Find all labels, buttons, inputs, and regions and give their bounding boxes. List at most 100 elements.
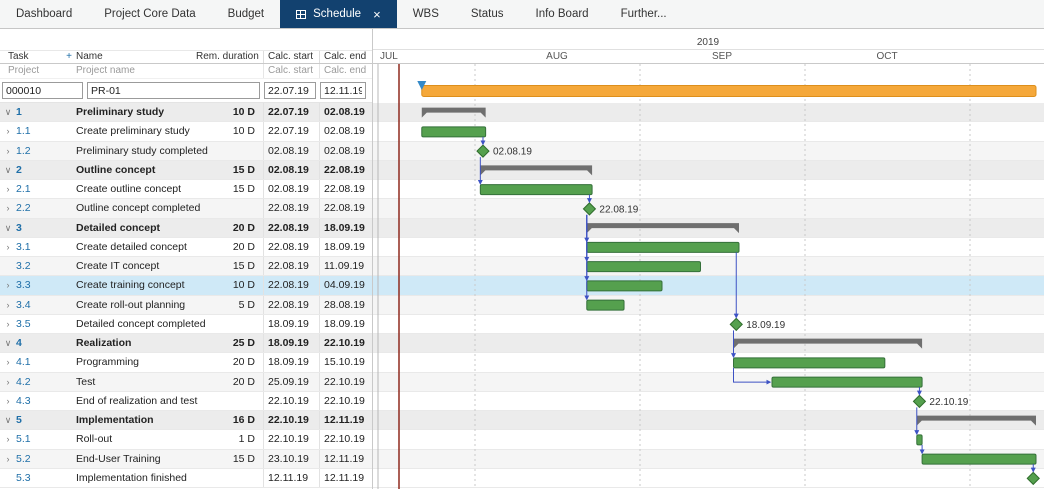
- expand-chevron-icon[interactable]: ›: [6, 453, 10, 464]
- task-bar-3-2[interactable]: [586, 261, 702, 273]
- task-row-4-3[interactable]: › 4.3 End of realization and test 22.10.19 2…: [0, 391, 1044, 411]
- task-bar-3-3[interactable]: [586, 280, 663, 292]
- task-bar-5-2[interactable]: [921, 453, 1037, 465]
- task-row-5[interactable]: ∨ 5 Implementation 16 D 22.10.19 12.11.19: [0, 411, 1044, 431]
- task-number[interactable]: 3.2: [16, 260, 31, 272]
- expand-chevron-icon[interactable]: ›: [6, 145, 10, 156]
- task-row-3-2[interactable]: 3.2 Create IT concept 15 D 22.08.19 11.09.19: [0, 257, 1044, 277]
- task-number[interactable]: 3.1: [16, 240, 31, 253]
- column-header-calc-start[interactable]: Calc. start: [263, 51, 319, 63]
- project-end-input[interactable]: [320, 82, 366, 99]
- task-number[interactable]: 4.2: [16, 375, 31, 388]
- project-start-marker-icon[interactable]: [417, 81, 427, 90]
- close-tab-icon[interactable]: ×: [373, 6, 381, 22]
- project-bar[interactable]: [421, 85, 1037, 97]
- add-column-button[interactable]: +: [66, 51, 72, 62]
- task-duration: 15 D: [232, 260, 255, 272]
- subheader-project: Project: [8, 65, 40, 76]
- task-calc-start: 18.09.19: [263, 334, 319, 353]
- expand-chevron-icon[interactable]: ›: [6, 357, 10, 368]
- collapse-chevron-icon[interactable]: ∨: [4, 338, 12, 348]
- task-row-1[interactable]: ∨ 1 Preliminary study 10 D 22.07.19 02.08.19: [0, 103, 1044, 123]
- milestone-4-3[interactable]: [912, 394, 927, 409]
- expand-chevron-icon[interactable]: ›: [6, 299, 10, 310]
- task-number[interactable]: 4.3: [16, 394, 31, 407]
- task-number[interactable]: 1.1: [16, 125, 31, 138]
- expand-chevron-icon[interactable]: ›: [6, 126, 10, 137]
- task-number[interactable]: 4: [16, 337, 22, 349]
- project-id-input[interactable]: [2, 82, 83, 99]
- task-row-5-1[interactable]: › 5.1 Roll-out 1 D 22.10.19 22.10.19: [0, 430, 1044, 450]
- task-number[interactable]: 1: [16, 106, 22, 118]
- collapse-chevron-icon[interactable]: ∨: [4, 107, 12, 117]
- task-number[interactable]: 5: [16, 414, 22, 426]
- phase-bar-4[interactable]: [733, 338, 923, 349]
- column-header-name[interactable]: Name: [76, 51, 103, 62]
- expand-chevron-icon[interactable]: ›: [6, 395, 10, 406]
- collapse-chevron-icon[interactable]: ∨: [4, 164, 12, 175]
- expand-chevron-icon[interactable]: ›: [6, 184, 10, 194]
- task-row-3-3[interactable]: › 3.3 Create training concept 10 D 22.08.19 0…: [0, 276, 1044, 296]
- phase-bar-2[interactable]: [480, 165, 593, 176]
- tab-further[interactable]: Further...: [605, 0, 683, 28]
- task-number[interactable]: 5.3: [16, 471, 31, 484]
- task-name: Outline concept: [76, 163, 156, 176]
- expand-chevron-icon[interactable]: ›: [6, 318, 10, 329]
- milestone-1-2[interactable]: [476, 144, 490, 158]
- collapse-chevron-icon[interactable]: ∨: [4, 415, 12, 425]
- expand-chevron-icon[interactable]: ›: [6, 241, 10, 252]
- task-number[interactable]: 2: [16, 163, 22, 176]
- expand-chevron-icon[interactable]: ›: [6, 203, 10, 214]
- expand-chevron-icon[interactable]: ›: [6, 434, 10, 445]
- column-header-calc-end[interactable]: Calc. end: [319, 51, 372, 63]
- task-name: Outline concept completed: [76, 202, 201, 215]
- tab-dashboard[interactable]: Dashboard: [0, 0, 88, 28]
- task-number[interactable]: 2.1: [16, 183, 31, 195]
- task-number[interactable]: 3.3: [16, 279, 31, 292]
- tab-budget[interactable]: Budget: [212, 0, 280, 28]
- tab-schedule[interactable]: Schedule ×: [280, 0, 397, 28]
- task-number[interactable]: 3.4: [16, 298, 31, 311]
- expand-chevron-icon[interactable]: ›: [6, 280, 10, 291]
- collapse-chevron-icon[interactable]: ∨: [4, 222, 12, 233]
- task-row-1-2[interactable]: › 1.2 Preliminary study completed 02.08.19 0…: [0, 141, 1044, 161]
- milestone-3-5[interactable]: [729, 317, 743, 332]
- task-row-1-1[interactable]: › 1.1 Create preliminary study 10 D 22.07.19…: [0, 122, 1044, 142]
- task-number[interactable]: 3: [16, 221, 22, 234]
- project-name-input[interactable]: [87, 82, 260, 99]
- task-row-5-2[interactable]: › 5.2 End-User Training 15 D 23.10.19 12.11.1…: [0, 449, 1044, 469]
- expand-chevron-icon[interactable]: ›: [6, 376, 10, 387]
- phase-bar-1[interactable]: [421, 107, 486, 118]
- tab-status[interactable]: Status: [455, 0, 520, 28]
- project-start-input[interactable]: [264, 82, 316, 99]
- task-bar-3-1[interactable]: [586, 241, 740, 253]
- milestone-5-3[interactable]: [1026, 471, 1040, 486]
- milestone-2-2[interactable]: [582, 202, 597, 216]
- task-row-3-5[interactable]: › 3.5 Detailed concept completed 18.09.19 18…: [0, 314, 1044, 334]
- task-bar-2-1[interactable]: [479, 184, 593, 196]
- column-header-task[interactable]: Task: [8, 51, 29, 62]
- task-number[interactable]: 3.5: [16, 317, 31, 330]
- tab-info-board[interactable]: Info Board: [520, 0, 605, 28]
- tab-wbs[interactable]: WBS: [397, 0, 455, 28]
- task-number[interactable]: 1.2: [16, 144, 31, 157]
- task-bar-4-1[interactable]: [733, 357, 886, 369]
- task-row-3[interactable]: ∨ 3 Detailed concept 20 D 22.08.19 18.09.19: [0, 218, 1044, 238]
- task-bar-4-2[interactable]: [771, 376, 923, 388]
- task-bar-1-1[interactable]: [421, 126, 487, 138]
- phase-bar-3[interactable]: [586, 223, 739, 234]
- column-header-duration[interactable]: Rem. duration: [196, 51, 259, 62]
- task-bar-3-4[interactable]: [586, 299, 625, 311]
- tab-project-core-data[interactable]: Project Core Data: [88, 0, 211, 28]
- phase-bar-5[interactable]: [916, 415, 1036, 426]
- task-bar-5-1[interactable]: [916, 434, 923, 446]
- task-number[interactable]: 5.2: [16, 452, 31, 465]
- task-row-3-4[interactable]: › 3.4 Create roll-out planning 5 D 22.08.19 2…: [0, 295, 1044, 315]
- task-number[interactable]: 4.1: [16, 356, 31, 369]
- task-number[interactable]: 5.1: [16, 433, 31, 446]
- task-number[interactable]: 2.2: [16, 202, 31, 215]
- task-row-5-3[interactable]: 5.3 Implementation finished 12.11.19 12.11.…: [0, 468, 1044, 488]
- task-row-2-2[interactable]: › 2.2 Outline concept completed 22.08.19 22.…: [0, 199, 1044, 219]
- task-row-3-1[interactable]: › 3.1 Create detailed concept 20 D 22.08.19 1…: [0, 237, 1044, 257]
- pane-divider[interactable]: [372, 29, 373, 489]
